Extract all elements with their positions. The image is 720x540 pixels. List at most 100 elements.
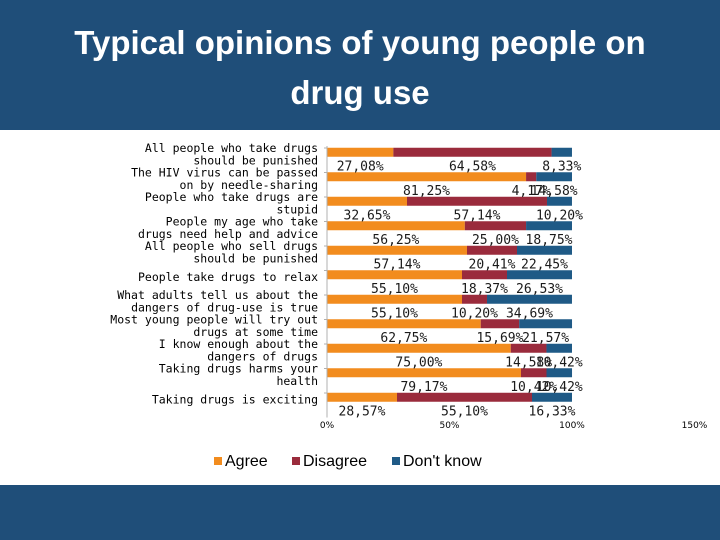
data-label: 10,20% (451, 306, 498, 321)
category-label-line: What adults tell us about the (117, 288, 318, 302)
category-label: People take drugs to relax (138, 270, 318, 284)
bars (327, 147, 573, 402)
data-label: 10,20% (536, 208, 583, 223)
x-tick-label: 100% (559, 421, 585, 431)
category-label-line: All people who take drugs (145, 141, 318, 155)
category-label-line: drugs need help and advice (138, 227, 318, 241)
data-label: 18,37% (461, 282, 508, 297)
bar-segment-agree (327, 343, 511, 353)
data-label: 75,00% (395, 355, 442, 370)
data-label: 10,42% (536, 380, 583, 395)
footer-band (0, 485, 720, 540)
data-label: 57,14% (454, 208, 501, 223)
category-label-line: drugs at some time (193, 325, 318, 339)
bar-segment-disagree (406, 196, 547, 206)
category-label-line: stupid (276, 203, 318, 217)
data-label: 64,58% (449, 159, 496, 174)
bar-segment-agree (327, 294, 462, 304)
data-label: 62,75% (380, 331, 427, 346)
bar-segment-agree (327, 172, 527, 182)
bar-segment-don-t-know (546, 368, 573, 378)
axis: 0% 50% 100% 150% (320, 146, 708, 431)
data-label: 28,57% (339, 404, 386, 419)
category-label-line: I know enough about the (159, 337, 318, 351)
category-labels: All people who take drugs should be punis… (110, 141, 318, 406)
data-label: 14,58% (531, 184, 578, 199)
bar-segment-agree (327, 196, 407, 206)
title-line-1: Typical opinions of young people on (74, 24, 646, 61)
slide-title: Typical opinions of young people on drug… (40, 18, 680, 118)
data-label: 20,41% (469, 257, 516, 272)
category-label-line: People take drugs to relax (138, 270, 318, 284)
bar-segment-agree (327, 270, 462, 280)
data-label: 16,33% (529, 404, 576, 419)
bar-segment-don-t-know (536, 172, 572, 182)
data-label: 8,33% (542, 159, 581, 174)
data-label: 81,25% (403, 184, 450, 199)
data-label: 32,65% (344, 208, 391, 223)
data-label: 18,75% (526, 233, 573, 248)
category-label-line: health (276, 374, 318, 388)
category-label: All people who sell drugs should be punis… (145, 239, 318, 266)
legend-swatch (214, 457, 222, 465)
chart-panel: All people who take drugs should be punis… (0, 130, 720, 485)
category-label-line: dangers of drug-use is true (131, 301, 318, 315)
category-label-line: The HIV virus can be passed (131, 166, 318, 180)
data-label: 10,42% (536, 355, 583, 370)
bar-segment-disagree (480, 319, 520, 329)
data-label: 4,17% (512, 184, 551, 199)
data-label: 22,45% (521, 257, 568, 272)
category-label: Most young people will try out drugs at s… (110, 313, 318, 340)
legend: Agree Disagree Don't know (214, 453, 482, 470)
legend-label: Disagree (303, 453, 367, 470)
data-label: 14,58% (505, 355, 552, 370)
bar-segment-don-t-know (507, 270, 572, 280)
data-label: 27,08% (337, 159, 384, 174)
data-label: 57,14% (374, 257, 421, 272)
category-label-line: should be punished (193, 154, 318, 168)
data-label: 55,10% (371, 282, 418, 297)
category-label: Taking drugs harms your health (159, 362, 318, 389)
x-tick-label: 0% (320, 421, 335, 431)
category-label-line: dangers of drugs (207, 350, 318, 364)
bar-segment-don-t-know (531, 392, 572, 402)
category-label-line: People who take drugs are (145, 190, 318, 204)
category-label-line: Most young people will try out (110, 313, 318, 327)
stacked-bar-chart: All people who take drugs should be punis… (110, 141, 708, 470)
bar-segment-agree (327, 245, 467, 255)
category-label: Taking drugs is exciting (152, 392, 318, 406)
category-label: People who take drugs are stupid (145, 190, 318, 217)
data-label: 10,42% (510, 380, 557, 395)
data-label: 15,69% (476, 331, 523, 346)
data-label: 55,10% (371, 306, 418, 321)
value-labels: 27,08% 64,58% 8,33%81,25% 4,17%14,58%32,65%… (337, 159, 583, 419)
bar-segment-disagree (510, 343, 547, 353)
legend-label: Don't know (403, 453, 482, 470)
bar-segment-agree (327, 368, 521, 378)
bar-segment-agree (327, 392, 397, 402)
category-label-line: Taking drugs is exciting (152, 392, 318, 406)
legend-swatch (392, 457, 400, 465)
data-label: 79,17% (400, 380, 447, 395)
x-tick-label: 50% (439, 421, 459, 431)
data-label: 25,00% (472, 233, 519, 248)
bar-segment-agree (327, 221, 465, 231)
category-label-line: People my age who take (166, 215, 318, 229)
category-label-line: on by needle-sharing (180, 178, 318, 192)
bar-segment-disagree (461, 294, 487, 304)
data-label: 26,53% (516, 282, 563, 297)
bar-segment-don-t-know (486, 294, 572, 304)
category-label: What adults tell us about the dangers of … (117, 288, 318, 315)
title-line-2: drug use (290, 74, 430, 111)
bar-segment-disagree (464, 221, 527, 231)
bar-segment-agree (327, 319, 481, 329)
bar-segment-disagree (461, 270, 508, 280)
bar-segment-disagree (520, 368, 547, 378)
bar-segment-disagree (393, 147, 552, 157)
data-label: 55,10% (441, 404, 488, 419)
bar-segment-don-t-know (546, 343, 572, 353)
data-label: 56,25% (372, 233, 419, 248)
bar-segment-agree (327, 147, 394, 157)
bar-segment-disagree (526, 172, 537, 182)
data-label: 34,69% (506, 306, 553, 321)
